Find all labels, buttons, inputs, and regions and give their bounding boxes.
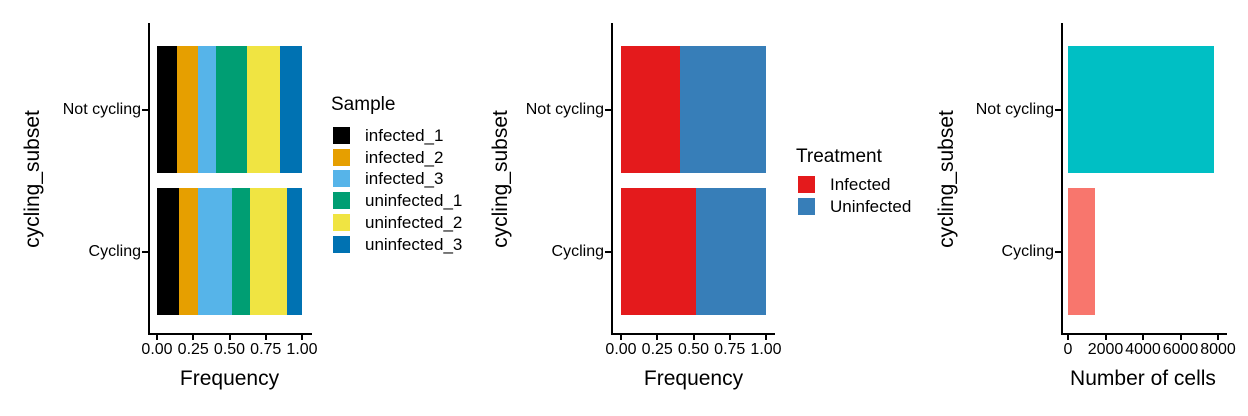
legend-label-infected-1: infected_1 — [365, 126, 444, 145]
x-tick-0.25 — [192, 335, 195, 340]
x-tick-label-0.25: 0.25 — [177, 341, 209, 358]
legend-swatch-uninfected-3 — [333, 235, 350, 253]
bar-segment-uninfected-1-not-cycling — [216, 46, 247, 173]
x-tick-0.75 — [264, 335, 267, 340]
legend-label-uninfected-3: uninfected_3 — [365, 234, 463, 254]
legend-label-infected-2: infected_2 — [365, 147, 444, 167]
bar-segment-infected-cycling — [621, 188, 697, 315]
x-tick-label-4000: 4000 — [1125, 341, 1161, 358]
x-tick-2000 — [1104, 335, 1107, 340]
y-tick-not-cycling — [605, 108, 611, 111]
x-tick-label-0.25: 0.25 — [641, 341, 673, 358]
x-tick-label-0.00: 0.00 — [605, 341, 637, 358]
x-axis-line — [1061, 333, 1227, 335]
x-tick-label-6000: 6000 — [1162, 341, 1199, 358]
bar-segment-infected-3-not-cycling — [197, 46, 217, 173]
y-tick-label-cycling: Cycling — [88, 242, 141, 260]
legend-title: Treatment — [796, 146, 882, 167]
legend-swatch-infected-1 — [333, 127, 350, 144]
legend-label-uninfected-1: uninfected_1 — [365, 191, 463, 211]
x-axis-title: Number of cells — [1070, 367, 1216, 390]
y-tick-not-cycling — [1055, 108, 1061, 111]
x-axis-line — [611, 333, 775, 335]
x-tick-4000 — [1142, 335, 1144, 340]
bar-segment-infected-1-not-cycling — [157, 46, 178, 173]
x-tick-label-1.00: 1.00 — [286, 341, 318, 358]
x-tick-6000 — [1179, 335, 1182, 340]
bar-segment-infected-2-cycling — [179, 188, 198, 315]
bar-segment-infected-2-not-cycling — [177, 46, 198, 173]
x-tick-0.00 — [620, 335, 622, 340]
bar-segment-uninfected-2-not-cycling — [246, 46, 280, 173]
y-tick-label-not-cycling: Not cycling — [525, 100, 604, 118]
x-tick-label-0.00: 0.00 — [141, 341, 173, 358]
x-tick-label-0.75: 0.75 — [714, 341, 746, 358]
x-tick-label-0.50: 0.50 — [213, 341, 246, 358]
x-axis-title: Frequency — [179, 367, 280, 390]
legend-swatch-uninfected-2 — [333, 213, 350, 231]
bar-cycling — [1068, 188, 1096, 315]
legend-swatch-infected-2 — [333, 148, 350, 166]
bar-segment-uninfected-2-cycling — [249, 188, 287, 315]
x-tick-label-1.00: 1.00 — [750, 341, 782, 358]
x-tick-0.00 — [156, 335, 158, 340]
bar-segment-uninfected-1-cycling — [232, 188, 250, 315]
x-tick-1.00 — [301, 335, 303, 340]
legend-swatch-uninfected — [798, 197, 815, 215]
x-tick-0.75 — [728, 335, 731, 340]
legend-label-infected-3: infected_3 — [365, 169, 444, 189]
x-tick-8000 — [1217, 335, 1219, 340]
legend-swatch-infected — [798, 176, 815, 193]
y-tick-label-cycling: Cycling — [1001, 242, 1054, 260]
y-tick-cycling — [1055, 250, 1061, 253]
x-tick-label-0: 0 — [1063, 341, 1073, 358]
bar-segment-uninfected-3-cycling — [286, 188, 302, 315]
bar-segment-infected-not-cycling — [621, 46, 681, 173]
y-tick-cycling — [142, 250, 148, 253]
y-tick-cycling — [605, 250, 611, 253]
x-tick-0 — [1067, 335, 1069, 340]
legend-label-infected: Infected — [830, 175, 891, 194]
x-tick-1.00 — [765, 335, 767, 340]
bar-not-cycling — [1068, 46, 1215, 173]
legend-label-uninfected: Uninfected — [830, 196, 912, 216]
y-axis-line — [1061, 23, 1063, 335]
bar-segment-infected-1-cycling — [157, 188, 180, 315]
bar-segment-uninfected-3-not-cycling — [279, 46, 302, 173]
legend-label-uninfected-2: uninfected_2 — [365, 212, 463, 232]
bar-segment-uninfected-cycling — [696, 188, 766, 315]
y-axis-line — [148, 23, 150, 335]
x-axis-title: Frequency — [643, 367, 744, 390]
x-tick-label-0.75: 0.75 — [250, 341, 282, 358]
x-tick-label-8000: 8000 — [1200, 341, 1236, 358]
legend-swatch-uninfected-1 — [333, 192, 350, 210]
x-tick-label-0.50: 0.50 — [677, 341, 710, 358]
bar-segment-infected-3-cycling — [197, 188, 233, 315]
x-tick-0.50 — [692, 335, 695, 340]
y-tick-label-cycling: Cycling — [551, 242, 604, 260]
x-tick-label-2000: 2000 — [1087, 341, 1124, 358]
y-tick-not-cycling — [142, 108, 148, 111]
x-tick-0.50 — [228, 335, 231, 340]
bar-segment-uninfected-not-cycling — [680, 46, 766, 173]
x-tick-0.25 — [656, 335, 659, 340]
y-tick-label-not-cycling: Not cycling — [975, 100, 1054, 118]
y-axis-line — [611, 23, 613, 335]
y-tick-label-not-cycling: Not cycling — [62, 100, 141, 118]
legend-title: Sample — [331, 94, 396, 115]
legend-swatch-infected-3 — [333, 170, 350, 188]
x-axis-line — [148, 333, 312, 335]
